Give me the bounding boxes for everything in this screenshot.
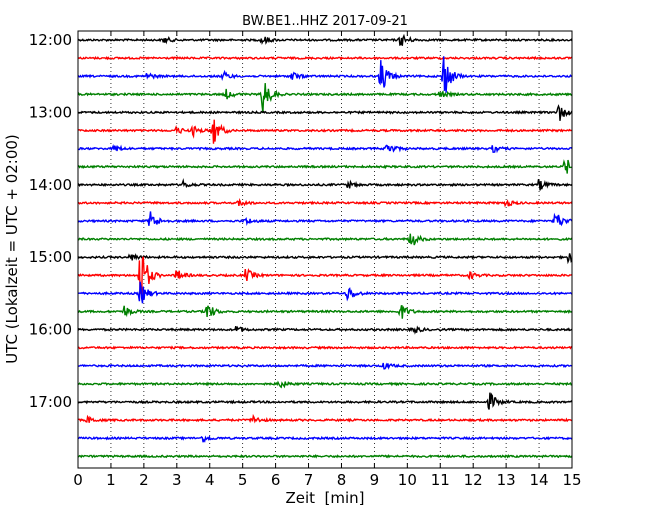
x-tick-label: 5	[238, 471, 248, 489]
y-tick-label: 12:00	[29, 31, 72, 49]
x-axis-label: Zeit [min]	[285, 489, 364, 507]
x-tick-label: 14	[530, 471, 549, 489]
seismogram-trace	[77, 159, 572, 174]
y-tick-label: 17:00	[29, 393, 72, 411]
seismogram-trace	[77, 55, 573, 61]
x-tick-label: 13	[497, 471, 516, 489]
x-tick-label: 2	[139, 471, 149, 489]
seismogram-trace	[78, 413, 573, 424]
seismogram-trace	[77, 197, 573, 208]
seismogram-trace	[77, 253, 573, 265]
x-tick-label: 10	[398, 471, 417, 489]
seismogram-trace	[77, 362, 573, 370]
y-tick-label: 13:00	[29, 103, 72, 121]
y-tick-label: 16:00	[29, 321, 72, 339]
x-tick-label: 0	[73, 471, 83, 489]
seismogram-trace	[77, 392, 573, 410]
x-tick-label: 1	[106, 471, 116, 489]
x-tick-label: 7	[304, 471, 314, 489]
y-axis-ticks: 12:00 13:00 14:00 15:00 16:00 17:00	[29, 31, 83, 411]
y-axis-label: UTC (Lokalzeit = UTC + 02:00)	[3, 134, 21, 364]
x-axis-ticks: 0 1 2 3 4 5 6 7 8 9 10 11 12 13 14 15	[73, 31, 582, 489]
x-tick-label: 3	[172, 471, 182, 489]
seismogram-trace	[77, 325, 573, 335]
x-tick-label: 11	[431, 471, 450, 489]
x-tick-label: 12	[464, 471, 483, 489]
chart-title: BW.BE1..HHZ 2017-09-21	[242, 14, 408, 29]
seismogram-trace	[77, 233, 573, 246]
seismogram-trace	[77, 56, 573, 93]
y-tick-label: 14:00	[29, 176, 72, 194]
seismogram-trace	[77, 178, 573, 191]
seismogram-trace	[77, 143, 573, 154]
seismogram-trace	[77, 104, 573, 121]
x-tick-label: 4	[205, 471, 215, 489]
x-tick-label: 9	[370, 471, 380, 489]
y-tick-label: 15:00	[29, 248, 72, 266]
seismogram-trace	[77, 435, 573, 443]
seismogram-traces	[77, 33, 573, 459]
seismogram-trace	[77, 380, 573, 389]
grid-lines	[110, 31, 540, 468]
plot-frame	[77, 30, 573, 469]
seismogram-trace	[77, 83, 573, 113]
seismogram-trace	[77, 119, 573, 144]
x-tick-label: 6	[271, 471, 281, 489]
seismogram-trace	[77, 256, 573, 297]
x-tick-label: 15	[562, 471, 581, 489]
seismogram-trace	[77, 345, 573, 351]
seismogram-trace	[77, 211, 573, 227]
x-tick-label: 8	[337, 471, 347, 489]
seismogram-trace	[77, 454, 573, 459]
seismogram-trace	[77, 33, 573, 46]
seismogram-trace	[77, 304, 573, 319]
seismogram-trace	[77, 281, 573, 304]
